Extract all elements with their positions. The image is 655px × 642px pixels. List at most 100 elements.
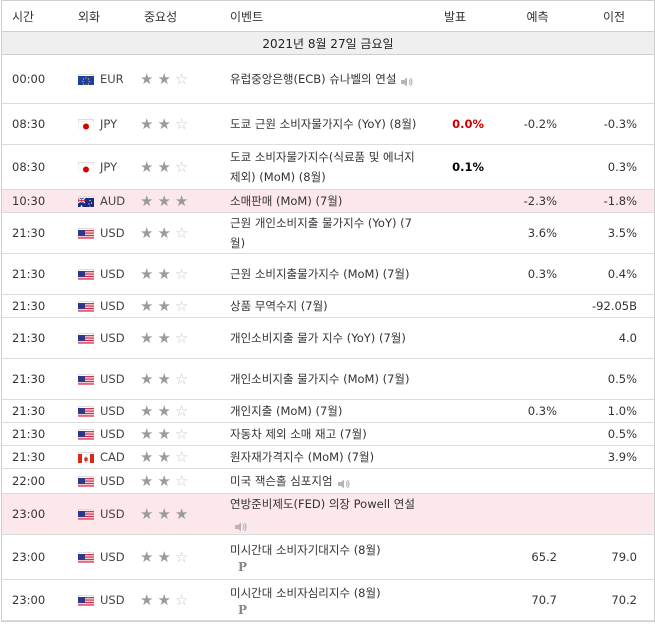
event-row[interactable]: 21:30 USD ★ ★ ☆ 개인지출 (MoM) (7월) 0.3% 1.0% xyxy=(2,400,654,423)
event-row[interactable]: 08:30 JPY ★ ★ ☆ 도쿄 근원 소비자물가지수 (YoY) (8월) 0.0% -… xyxy=(2,104,654,145)
event-cell[interactable]: 근원 개인소비지출 물가지수 (YoY) (7월) xyxy=(220,211,420,255)
header-previous[interactable]: 이전 xyxy=(602,9,626,24)
event-row[interactable]: 23:00 USD ★ ★ ★ 연방준비제도(FED) 의장 Powell 연설 xyxy=(2,494,654,535)
event-name[interactable]: 유럽중앙은행(ECB) 슈나벨의 연설 xyxy=(230,72,397,86)
event-currency: USD xyxy=(64,505,132,523)
event-cell[interactable]: 상품 무역수지 (7월) xyxy=(220,294,420,318)
event-cell[interactable]: 연방준비제도(FED) 의장 Powell 연설 xyxy=(220,492,420,536)
event-row[interactable]: 23:00 USD ★ ★ ☆ 미시간대 소비자심리지수 (8월) P 70.7 70.2 xyxy=(2,580,654,621)
event-cell[interactable]: 소매판매 (MoM) (7월) xyxy=(220,189,420,213)
currency-code: JPY xyxy=(100,117,118,131)
event-row[interactable]: 08:30 JPY ★ ★ ☆ 도쿄 소비자물가지수(식료품 및 에너지 제외) (MoM… xyxy=(2,145,654,190)
event-currency: USD xyxy=(64,548,132,566)
star-icon: ★ xyxy=(157,504,171,523)
event-name[interactable]: 소매판매 (MoM) (7월) xyxy=(230,194,343,208)
event-name[interactable]: 개인소비지출 물가지수 (MoM) (7월) xyxy=(230,372,410,386)
event-time: 22:00 xyxy=(12,474,46,488)
event-cell[interactable]: 도쿄 소비자물가지수(식료품 및 에너지 제외) (MoM) (8월) xyxy=(220,145,420,189)
event-name[interactable]: 미시간대 소비자심리지수 (8월) xyxy=(230,586,381,600)
event-previous: 1.0% xyxy=(607,404,637,418)
currency-code: EUR xyxy=(100,72,124,86)
event-cell[interactable]: 자동차 제외 소매 재고 (7월) xyxy=(220,422,420,446)
event-name[interactable]: 근원 소비지출물가지수 (MoM) (7월) xyxy=(230,267,410,281)
event-row[interactable]: 21:30 CAD ★ ★ ☆ 원자재가격지수 (MoM) (7월) 3.9% xyxy=(2,446,654,469)
header-actual[interactable]: 발표 xyxy=(443,9,467,24)
event-cell[interactable]: 개인지출 (MoM) (7월) xyxy=(220,399,420,423)
header-forecast[interactable]: 예측 xyxy=(526,9,549,24)
speaker-icon xyxy=(337,476,351,488)
event-time: 23:00 xyxy=(12,507,46,521)
event-name[interactable]: 연방준비제도(FED) 의장 Powell 연설 xyxy=(230,497,415,511)
currency-code: USD xyxy=(100,226,125,240)
event-forecast: 3.6% xyxy=(527,226,557,240)
star-icon: ☆ xyxy=(174,590,189,609)
header-importance[interactable]: 중요성 xyxy=(144,9,178,24)
event-cell[interactable]: 유럽중앙은행(ECB) 슈나벨의 연설 xyxy=(220,67,420,91)
event-cell[interactable]: 개인소비지출 물가 지수 (YoY) (7월) xyxy=(220,326,420,350)
jp-flag-icon xyxy=(78,162,94,173)
event-time: 21:30 xyxy=(12,404,46,418)
event-previous: 3.9% xyxy=(607,450,637,464)
event-time: 21:30 xyxy=(12,427,46,441)
event-row[interactable]: 00:00 EUR ★ ★ ☆ 유럽중앙은행(ECB) 슈나벨의 연설 xyxy=(2,55,654,104)
event-row[interactable]: 21:30 USD ★ ★ ☆ 근원 소비지출물가지수 (MoM) (7월) 0.3% 0.4… xyxy=(2,254,654,295)
header-time[interactable]: 시간 xyxy=(12,9,35,24)
event-row[interactable]: 23:00 USD ★ ★ ☆ 미시간대 소비자기대지수 (8월) P 65.2 79.0 xyxy=(2,535,654,580)
event-time: 21:30 xyxy=(12,372,46,386)
star-icon: ☆ xyxy=(174,157,189,176)
event-forecast: -0.2% xyxy=(523,117,557,131)
star-icon: ☆ xyxy=(174,547,189,566)
us-flag-icon xyxy=(78,509,94,520)
star-icon: ★ xyxy=(157,369,171,388)
importance-stars: ★ ★ ☆ xyxy=(132,424,220,443)
ca-flag-icon xyxy=(78,452,94,463)
star-icon: ★ xyxy=(157,191,171,210)
event-cell[interactable]: 원자재가격지수 (MoM) (7월) xyxy=(220,445,420,469)
event-row[interactable]: 21:30 USD ★ ★ ☆ 자동차 제외 소매 재고 (7월) 0.5% xyxy=(2,423,654,446)
event-name[interactable]: 도쿄 소비자물가지수(식료품 및 에너지 제외) (MoM) (8월) xyxy=(230,150,415,184)
event-cell[interactable]: 미시간대 소비자심리지수 (8월) P xyxy=(220,581,420,619)
header-currency[interactable]: 외화 xyxy=(78,9,101,24)
event-name[interactable]: 원자재가격지수 (MoM) (7월) xyxy=(230,450,375,464)
event-row[interactable]: 21:30 USD ★ ★ ☆ 개인소비지출 물가지수 (MoM) (7월) 0.5% xyxy=(2,359,654,400)
event-currency: CAD xyxy=(64,448,132,466)
us-flag-icon xyxy=(78,269,94,280)
event-name[interactable]: 도쿄 근원 소비자물가지수 (YoY) (8월) xyxy=(230,117,417,131)
star-icon: ★ xyxy=(140,424,154,443)
jp-flag-icon xyxy=(78,119,94,130)
event-row[interactable]: 10:30 AUD ★ ★ ★ 소매판매 (MoM) (7월) -2.3% -1.8% xyxy=(2,190,654,213)
event-time: 21:30 xyxy=(12,450,46,464)
event-name[interactable]: 상품 무역수지 (7월) xyxy=(230,299,328,313)
event-name[interactable]: 자동차 제외 소매 재고 (7월) xyxy=(230,427,367,441)
star-icon: ★ xyxy=(174,504,189,523)
event-name[interactable]: 미국 잭슨홀 심포지엄 xyxy=(230,474,333,488)
event-row[interactable]: 21:30 USD ★ ★ ☆ 개인소비지출 물가 지수 (YoY) (7월) 4.0 xyxy=(2,318,654,359)
star-icon: ★ xyxy=(140,191,154,210)
event-name[interactable]: 미시간대 소비자기대지수 (8월) xyxy=(230,543,381,557)
event-previous: 70.2 xyxy=(611,593,637,607)
event-cell[interactable]: 도쿄 근원 소비자물가지수 (YoY) (8월) xyxy=(220,112,420,136)
event-row[interactable]: 22:00 USD ★ ★ ☆ 미국 잭슨홀 심포지엄 xyxy=(2,469,654,494)
event-cell[interactable]: 미국 잭슨홀 심포지엄 xyxy=(220,469,420,493)
economic-calendar: 시간 외화 중요성 이벤트 발표 예측 이전 2021년 8월 27일 금요일 … xyxy=(1,0,655,622)
event-cell[interactable]: 근원 소비지출물가지수 (MoM) (7월) xyxy=(220,262,420,286)
header-event[interactable]: 이벤트 xyxy=(230,9,264,24)
star-icon: ★ xyxy=(157,328,171,347)
event-currency: USD xyxy=(64,402,132,420)
event-cell[interactable]: 개인소비지출 물가지수 (MoM) (7월) xyxy=(220,367,420,391)
event-forecast: 70.7 xyxy=(531,593,557,607)
importance-stars: ★ ★ ☆ xyxy=(132,369,220,388)
us-flag-icon xyxy=(78,301,94,312)
event-row[interactable]: 21:30 USD ★ ★ ☆ 근원 개인소비지출 물가지수 (YoY) (7월) 3.6%… xyxy=(2,213,654,254)
event-name[interactable]: 근원 개인소비지출 물가지수 (YoY) (7월) xyxy=(230,216,412,250)
importance-stars: ★ ★ ★ xyxy=(132,191,220,210)
event-name[interactable]: 개인소비지출 물가 지수 (YoY) (7월) xyxy=(230,331,406,345)
event-currency: USD xyxy=(64,370,132,388)
star-icon: ☆ xyxy=(174,401,189,420)
event-cell[interactable]: 미시간대 소비자기대지수 (8월) P xyxy=(220,538,420,576)
event-row[interactable]: 21:30 USD ★ ★ ☆ 상품 무역수지 (7월) -92.05B xyxy=(2,295,654,318)
event-time: 08:30 xyxy=(12,160,46,174)
event-previous: -0.3% xyxy=(603,117,637,131)
event-name[interactable]: 개인지출 (MoM) (7월) xyxy=(230,404,343,418)
star-icon: ★ xyxy=(140,114,154,133)
